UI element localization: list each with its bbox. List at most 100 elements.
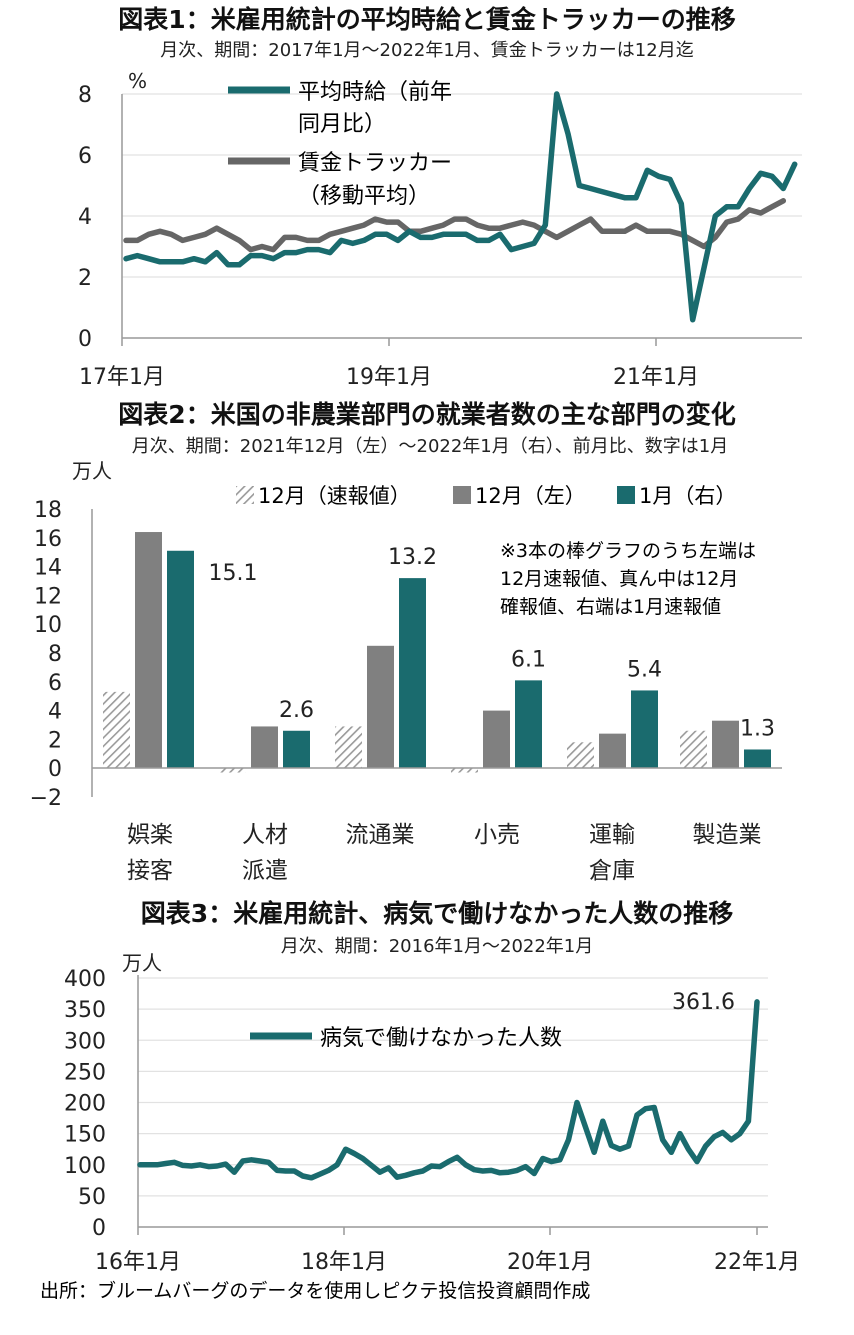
chart2-data-label: 2.6	[279, 698, 314, 723]
chart1-y-tick-label: 0	[78, 327, 92, 352]
chart3-title: 図表3：米雇用統計、病気で働けなかった人数の推移	[141, 899, 733, 928]
chart2-category-label: 流通業	[346, 822, 415, 848]
chart3-x-tick-label: 20年1月	[507, 1250, 593, 1275]
chart2-bar-dec-prelim	[335, 726, 362, 769]
chart2-bar-dec-prelim	[451, 768, 478, 773]
chart3-y-tick-label: 50	[78, 1185, 106, 1210]
chart2-bar-dec-final	[367, 645, 394, 769]
chart1-series-tracker-line	[123, 198, 787, 253]
chart2-data-label: 1.3	[740, 716, 775, 741]
chart2-bar-dec-prelim	[103, 691, 130, 769]
chart2-bar-dec-prelim	[567, 742, 594, 769]
chart3-subtitle: 月次、期間：2016年1月～2022年1月	[281, 936, 594, 957]
chart2-y-tick-label: 18	[34, 498, 62, 523]
chart2-category-label: 倉庫	[589, 858, 635, 884]
chart2-data-label: 15.1	[209, 561, 258, 586]
chart3-y-tick-label: 300	[64, 1029, 106, 1054]
chart3-y-tick-label: 350	[64, 998, 106, 1023]
chart2-bar-dec-final	[135, 532, 162, 769]
chart2-data-label: 5.4	[627, 657, 662, 682]
chart1-title: 図表1：米雇用統計の平均時給と賃金トラッカーの推移	[118, 5, 735, 34]
chart2-category-label: 娯楽	[127, 822, 173, 848]
chart3-y-tick-label: 200	[64, 1092, 106, 1117]
chart2-data-label: 6.1	[511, 647, 546, 672]
chart3-legend-label: 病気で働けなかった人数	[320, 1026, 562, 1051]
chart2-y-tick-label: 16	[34, 527, 62, 552]
chart2-bar-jan	[631, 690, 658, 769]
chart2-legend-swatch-prelim	[236, 486, 254, 504]
chart2-title: 図表2：米国の非農業部門の就業者数の主な部門の変化	[118, 400, 735, 429]
chart2-bar-jan	[167, 550, 194, 769]
chart2-category-label: 接客	[127, 858, 173, 884]
chart1-legend-label-tracker-2: （移動平均）	[298, 184, 430, 209]
chart3-legend: 病気で働けなかった人数	[250, 1026, 562, 1051]
source-note: 出所：ブルームバーグのデータを使用しピクテ投信投資顧問作成	[40, 1279, 590, 1302]
chart2-category-label: 運輸	[589, 822, 635, 848]
chart1-y-tick-label: 8	[78, 83, 92, 108]
chart2-y-tick-label: 8	[48, 642, 62, 667]
chart2-y-tick-label: −2	[30, 786, 62, 811]
chart3-y-tick-label: 0	[92, 1216, 106, 1241]
chart2-data-label: 13.2	[388, 545, 437, 570]
chart2-legend: 12月（速報値） 12月（左） 1月（右）	[236, 484, 736, 508]
chart1-y-unit: %	[128, 69, 147, 93]
chart2-bar-jan	[515, 680, 542, 769]
chart3-x-tick-label: 18年1月	[301, 1250, 387, 1275]
chart2-bar-dec-final	[251, 726, 278, 769]
chart3-y-tick-label: 100	[64, 1154, 106, 1179]
chart2-bar-dec-prelim	[680, 730, 707, 769]
chart2-bar-dec-prelim	[219, 768, 246, 773]
chart2-legend-swatch-dec	[453, 486, 471, 504]
chart2-note-line-2: 12月速報値、真ん中は12月	[500, 568, 738, 590]
chart1-y-tick-label: 2	[78, 266, 92, 291]
chart2-y-tick-label: 12	[34, 584, 62, 609]
chart2-bar-dec-final	[599, 733, 626, 769]
chart2-bar-dec-final	[712, 720, 739, 769]
chart2-legend-label-prelim: 12月（速報値）	[258, 484, 411, 508]
chart3-y-tick-label: 150	[64, 1123, 106, 1148]
chart3-series-sick-line	[137, 999, 760, 1181]
chart2-note-line-3: 確報値、右端は1月速報値	[500, 596, 721, 618]
chart2-y-tick-label: 14	[34, 556, 62, 581]
chart1-x-tick-label: 17年1月	[79, 365, 165, 390]
chart2-category-label: 派遣	[242, 858, 288, 884]
chart2-category-label: 小売	[474, 822, 520, 848]
chart2-bar-jan	[399, 578, 426, 769]
chart2-bar-jan	[283, 730, 310, 769]
chart3-x-tick-label: 16年1月	[95, 1250, 181, 1275]
chart2-y-tick-label: 10	[34, 613, 62, 638]
chart1-y-tick-label: 4	[78, 205, 92, 230]
chart2-bar-jan	[744, 749, 771, 769]
chart2-legend-label-dec: 12月（左）	[475, 484, 586, 508]
chart2-subtitle: 月次、期間：2021年12月（左）～2022年1月（右）、前月比、数字は1月	[132, 436, 728, 457]
chart2-note-line-1: ※3本の棒グラフのうち左端は	[500, 540, 756, 562]
chart1-legend-label-wage-2: 同月比）	[298, 112, 386, 137]
chart1-y-tick-label: 6	[78, 144, 92, 169]
chart1-legend: 平均時給（前年 同月比） 賃金トラッカー （移動平均）	[228, 80, 452, 209]
chart2-bar-dec-final	[483, 710, 510, 769]
chart2-y-unit: 万人	[72, 459, 112, 483]
chart2-y-tick-label: 6	[48, 671, 62, 696]
chart3-y-unit: 万人	[122, 951, 162, 975]
chart2-category-label: 人材	[242, 822, 288, 848]
chart2-y-tick-label: 0	[48, 757, 62, 782]
chart3-x-tick-label: 22年1月	[714, 1250, 800, 1275]
chart1: 図表1：米雇用統計の平均時給と賃金トラッカーの推移 月次、期間：2017年1月～…	[78, 5, 802, 390]
chart2-legend-label-jan: 1月（右）	[639, 484, 736, 508]
chart3: 図表3：米雇用統計、病気で働けなかった人数の推移 月次、期間：2016年1月～2…	[64, 899, 800, 1275]
chart1-x-tick-label: 19年1月	[346, 365, 432, 390]
chart2-legend-swatch-jan	[617, 486, 635, 504]
chart3-y-tick-label: 250	[64, 1060, 106, 1085]
chart2-category-label: 製造業	[693, 822, 762, 848]
chart1-legend-label-wage-1: 平均時給（前年	[298, 80, 452, 105]
chart1-legend-label-tracker-1: 賃金トラッカー	[298, 151, 452, 176]
chart1-x-tick-label: 21年1月	[613, 365, 699, 390]
chart2: 図表2：米国の非農業部門の就業者数の主な部門の変化 月次、期間：2021年12月…	[30, 400, 782, 884]
chart3-peak-label: 361.6	[672, 990, 735, 1015]
chart2-note: ※3本の棒グラフのうち左端は 12月速報値、真ん中は12月 確報値、右端は1月速…	[500, 540, 756, 618]
chart2-y-tick-label: 2	[48, 728, 62, 753]
chart1-subtitle: 月次、期間：2017年1月～2022年1月、賃金トラッカーは12月迄	[160, 40, 693, 61]
chart3-y-tick-label: 400	[64, 967, 106, 992]
chart1-series-wage-line	[123, 91, 798, 323]
